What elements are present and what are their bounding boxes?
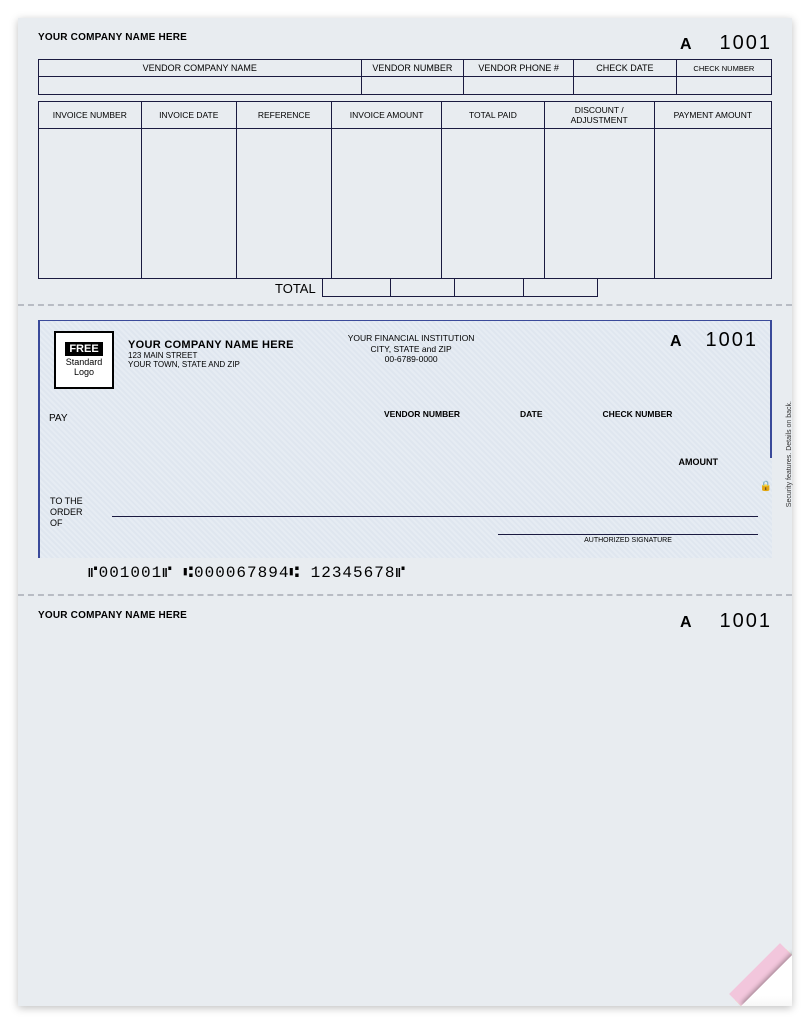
invoice-table: INVOICE NUMBER INVOICE DATE REFERENCE IN… bbox=[38, 101, 772, 279]
col-payment-amount: PAYMENT AMOUNT bbox=[654, 102, 771, 129]
cell[interactable] bbox=[332, 129, 442, 279]
check-number: 1001 bbox=[706, 329, 759, 352]
logo-line3: Logo bbox=[74, 368, 94, 378]
col-vendor-phone: VENDOR PHONE # bbox=[464, 60, 574, 77]
label-vendor-number: VENDOR NUMBER bbox=[384, 409, 460, 419]
bank-block: YOUR FINANCIAL INSTITUTION CITY, STATE a… bbox=[348, 333, 475, 365]
col-invoice-amount: INVOICE AMOUNT bbox=[332, 102, 442, 129]
total-discount[interactable] bbox=[455, 279, 524, 297]
total-payment[interactable] bbox=[524, 279, 597, 297]
cell[interactable] bbox=[39, 77, 362, 95]
bank-line1: YOUR FINANCIAL INSTITUTION bbox=[348, 333, 475, 344]
voucher-stub-top: YOUR COMPANY NAME HERE A 1001 VENDOR COM… bbox=[38, 32, 772, 298]
check-number: 1001 bbox=[720, 32, 773, 55]
company-line1: YOUR COMPANY NAME HERE bbox=[128, 339, 294, 351]
label-date: DATE bbox=[520, 409, 543, 419]
col-vendor-number: VENDOR NUMBER bbox=[361, 60, 464, 77]
company-line3: YOUR TOWN, STATE AND ZIP bbox=[128, 360, 294, 369]
pay-label: PAY bbox=[39, 413, 68, 424]
micr-line: ⑈001001⑈ ⑆000067894⑆ 12345678⑈ bbox=[88, 564, 772, 582]
lock-icon: 🔒 bbox=[760, 481, 772, 492]
cell[interactable] bbox=[361, 77, 464, 95]
total-invoice-amount[interactable] bbox=[322, 279, 391, 297]
col-check-number: CHECK NUMBER bbox=[676, 60, 771, 77]
total-label: TOTAL bbox=[273, 279, 322, 298]
cell[interactable] bbox=[544, 129, 654, 279]
header-right: A 1001 bbox=[680, 32, 772, 55]
perforation bbox=[18, 304, 792, 306]
check-number: 1001 bbox=[720, 610, 773, 633]
total-row: TOTAL bbox=[38, 279, 772, 298]
label-check-number: CHECK NUMBER bbox=[603, 409, 673, 419]
company-line2: 123 MAIN STREET bbox=[128, 351, 294, 360]
cell[interactable] bbox=[574, 77, 677, 95]
amount-label: AMOUNT bbox=[679, 457, 719, 467]
check-field-labels: VENDOR NUMBER DATE CHECK NUMBER bbox=[384, 409, 758, 419]
perforation bbox=[18, 594, 792, 596]
col-reference: REFERENCE bbox=[236, 102, 331, 129]
company-name: YOUR COMPANY NAME HERE bbox=[38, 610, 187, 621]
form-letter: A bbox=[680, 36, 692, 54]
cell[interactable] bbox=[464, 77, 574, 95]
form-letter: A bbox=[680, 614, 692, 632]
col-vendor-name: VENDOR COMPANY NAME bbox=[39, 60, 362, 77]
cell[interactable] bbox=[654, 129, 771, 279]
col-total-paid: TOTAL PAID bbox=[442, 102, 545, 129]
page-curl-icon bbox=[720, 934, 792, 1006]
order-of-label: TO THE ORDER OF bbox=[50, 496, 83, 528]
cell[interactable] bbox=[141, 129, 236, 279]
bank-line2: CITY, STATE and ZIP bbox=[348, 344, 475, 355]
col-discount: DISCOUNT / ADJUSTMENT bbox=[544, 102, 654, 129]
vendor-table: VENDOR COMPANY NAME VENDOR NUMBER VENDOR… bbox=[38, 59, 772, 95]
cell[interactable] bbox=[442, 129, 545, 279]
cell[interactable] bbox=[676, 77, 771, 95]
payee-line[interactable] bbox=[112, 516, 758, 517]
cell[interactable] bbox=[39, 129, 142, 279]
voucher-stub-bottom: YOUR COMPANY NAME HERE A 1001 bbox=[38, 602, 772, 986]
col-invoice-date: INVOICE DATE bbox=[141, 102, 236, 129]
security-text: Security features. Details on back. bbox=[786, 401, 793, 507]
total-paid[interactable] bbox=[391, 279, 455, 297]
form-letter: A bbox=[670, 333, 682, 351]
company-block: YOUR COMPANY NAME HERE 123 MAIN STREET Y… bbox=[128, 339, 294, 369]
col-check-date: CHECK DATE bbox=[574, 60, 677, 77]
signature-label: AUTHORIZED SIGNATURE bbox=[584, 537, 672, 544]
check-body: A 1001 FREE Standard Logo YOUR COMPANY N… bbox=[38, 320, 772, 558]
company-name: YOUR COMPANY NAME HERE bbox=[38, 32, 187, 43]
bank-line3: 00-6789-0000 bbox=[348, 354, 475, 365]
logo-placeholder: FREE Standard Logo bbox=[54, 331, 114, 389]
check-sheet: YOUR COMPANY NAME HERE A 1001 VENDOR COM… bbox=[18, 18, 792, 1006]
signature-line[interactable]: AUTHORIZED SIGNATURE bbox=[498, 534, 758, 544]
check-section: A 1001 FREE Standard Logo YOUR COMPANY N… bbox=[38, 312, 772, 588]
logo-free: FREE bbox=[65, 342, 102, 356]
col-invoice-number: INVOICE NUMBER bbox=[39, 102, 142, 129]
cell[interactable] bbox=[236, 129, 331, 279]
